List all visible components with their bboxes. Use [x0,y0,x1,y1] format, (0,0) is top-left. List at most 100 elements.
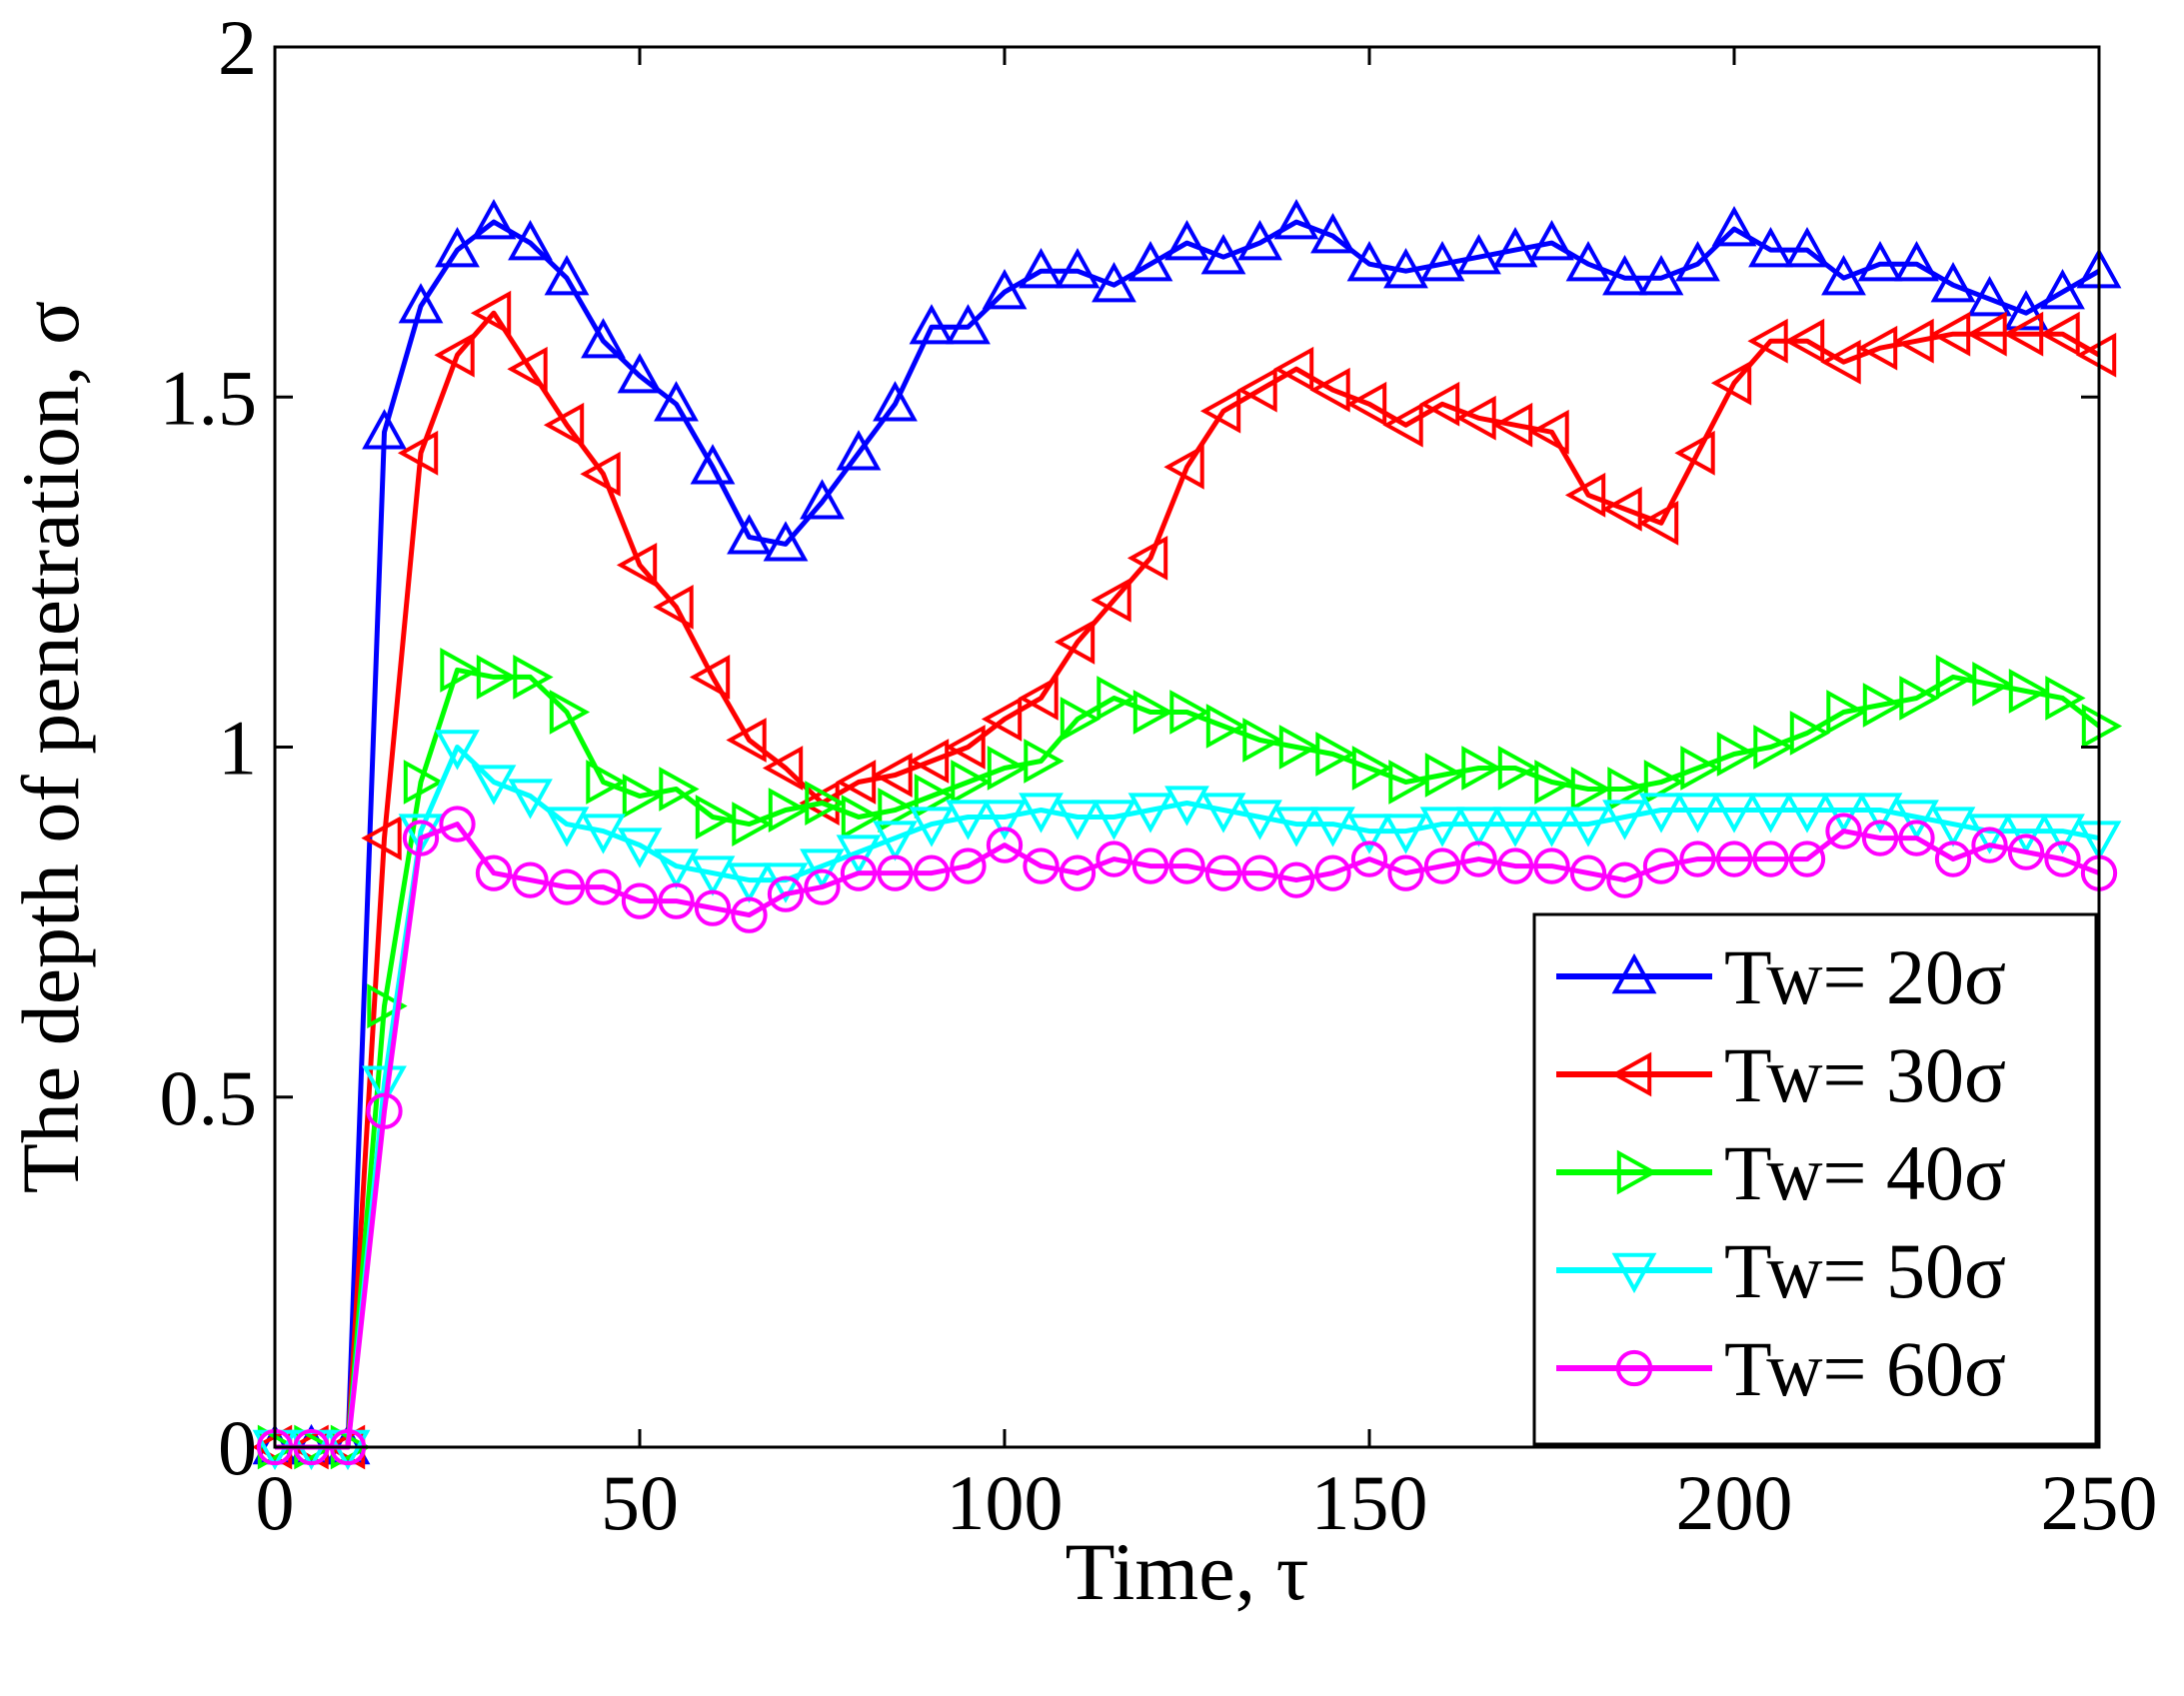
y-tick-label: 0 [218,1404,257,1491]
data-point [872,753,913,798]
data-point [548,868,586,905]
data-point [439,806,476,843]
data-point [1894,800,1939,841]
data-point [581,814,626,854]
data-point [508,220,553,261]
legend-item: Tw= 40σ [1556,1129,2006,1216]
data-point [1019,248,1064,289]
data-point [586,760,627,805]
data-point [731,896,768,933]
data-point [1383,814,1428,854]
data-point [981,697,1023,742]
data-point [1565,241,1611,282]
data-point [1753,725,1794,770]
series-line [275,667,2101,1450]
data-point [986,827,1024,863]
data-point [1126,535,1168,581]
data-point [1237,220,1282,261]
data-point [543,402,585,448]
data-point [1383,248,1428,289]
data-point [1748,227,1793,268]
data-point [549,690,591,735]
data-point [1528,409,1569,455]
y-tick-label: 1.5 [160,354,258,441]
data-point [1675,793,1720,834]
data-point [726,718,767,763]
data-point [1055,248,1100,289]
data-point [1934,841,1972,877]
data-point [1861,820,1899,856]
data-point [1533,848,1570,884]
data-point [1569,854,1607,891]
x-tick-label: 0 [256,1459,295,1546]
data-point [878,788,919,833]
data-point [1825,813,1862,849]
data-point [1169,690,1210,735]
data-point [435,730,480,771]
data-point [2040,814,2085,854]
data-point [403,760,445,805]
data-point [1456,234,1501,275]
data-point [1675,241,1720,282]
data-point [470,290,512,336]
x-tick-label: 200 [1676,1459,1793,1546]
data-point [695,795,737,840]
data-point [367,983,408,1029]
data-point [1241,854,1278,891]
data-point [732,802,773,847]
data-point [1199,388,1241,434]
data-point [471,765,517,806]
data-point [1019,793,1064,834]
data-point [800,848,845,889]
data-point [658,882,695,919]
data-point [475,854,513,891]
legend-item: Tw= 60σ [1556,1325,2006,1412]
data-point [1200,234,1246,275]
data-point [1424,753,1466,798]
data-point [694,889,732,926]
data-point [913,854,951,891]
y-axis-label: The depth of penetration, σ [5,301,96,1194]
data-point [1168,848,1205,884]
data-point [1643,760,1685,805]
data-point [946,800,991,841]
data-point [1418,381,1460,427]
data-point [1679,841,1716,877]
data-point [440,648,481,693]
legend-label: Tw= 60σ [1724,1325,2006,1412]
data-point [727,862,772,903]
data-point [362,409,407,450]
legend-label: Tw= 50σ [1724,1227,2006,1314]
data-point [1310,213,1355,254]
data-point [1388,760,1429,805]
data-point [836,430,882,471]
series-line [275,822,2100,1450]
data-point [914,774,956,819]
data-point [1857,793,1903,834]
data-point [841,795,883,840]
data-point [1930,807,1976,848]
y-tick-label: 2 [218,4,257,91]
x-tick-label: 50 [601,1459,679,1546]
data-point [1821,793,1866,834]
data-point [402,820,440,856]
data-point [1492,807,1538,848]
data-point [1967,276,2012,317]
data-point [800,479,845,520]
data-point [508,779,553,820]
data-point [1826,690,1867,735]
data-point [1783,318,1825,364]
data-point [2081,704,2123,749]
data-point [654,381,699,422]
data-point [1491,402,1533,448]
legend-marker [1616,1149,1658,1195]
legend: Tw= 20σ Tw= 30σ Tw= 40σ Tw= 50σ Tw= 60σ [1532,912,2098,1446]
data-point [1529,220,1574,261]
data-point [544,807,590,848]
data-point [1315,732,1356,777]
data-point [1711,206,1757,247]
data-point [1237,800,1282,841]
data-point [768,788,810,833]
data-point [1930,262,1976,303]
data-point [1310,807,1355,848]
